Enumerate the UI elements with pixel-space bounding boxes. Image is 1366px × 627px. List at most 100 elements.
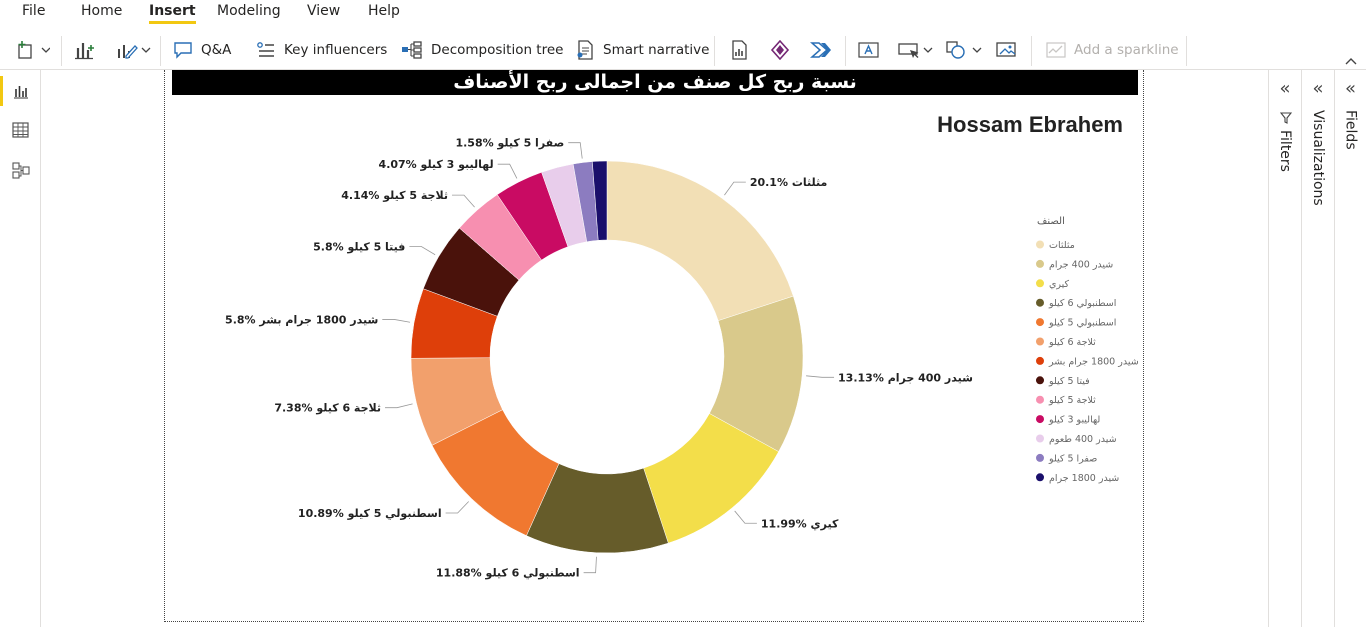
key-influencers-button[interactable]: Key influencers (256, 37, 387, 63)
report-view-icon (13, 86, 28, 99)
legend-swatch (1036, 415, 1044, 424)
shapes-dropdown[interactable] (945, 37, 985, 63)
qa-button[interactable]: Q&A (173, 37, 231, 63)
filter-icon (1280, 112, 1292, 124)
buttons-dropdown[interactable] (898, 37, 936, 63)
button-icon (898, 43, 933, 58)
menu-insert[interactable]: Insert (149, 2, 196, 24)
legend-item[interactable]: شيدر 400 طعوم (1049, 434, 1117, 445)
image-button[interactable] (996, 37, 1018, 63)
legend-swatch (1036, 279, 1044, 288)
menu-help[interactable]: Help (368, 3, 400, 19)
legend-item[interactable]: فيتا 5 كيلو (1048, 376, 1090, 387)
legend-item[interactable]: اسطنبولي 5 كيلو (1048, 318, 1116, 329)
slice-leader-line (445, 501, 469, 514)
legend-item[interactable]: اسطنبولي 6 كيلو (1048, 298, 1116, 309)
slice-leader-line (385, 403, 413, 409)
slice-data-label: 5.8% فيتا 5 كيلو (313, 241, 405, 254)
legend-item[interactable]: كيري (1049, 279, 1070, 290)
legend-swatch (1036, 453, 1044, 462)
slice-data-label: 13.13% شيدر 400 جرام (838, 371, 973, 384)
donut-slice[interactable] (606, 160, 794, 321)
legend-item[interactable]: شيدر 400 جرام (1049, 259, 1113, 270)
text-box-button[interactable] (858, 37, 880, 63)
legend-item[interactable]: صفرا 5 كيلو (1048, 453, 1097, 464)
fields-pane: « Fields (1334, 70, 1366, 627)
key-influencers-icon (257, 42, 274, 57)
slice-leader-line (409, 246, 436, 256)
bar-chart-icon (75, 43, 94, 60)
report-canvas: نسبة ربح كل صنف من اجمالى ربح الأصناف Ho… (42, 70, 1268, 627)
more-visuals-button[interactable] (116, 37, 156, 63)
smart-narrative-button[interactable]: Smart narrative (575, 37, 709, 63)
decomposition-tree-icon (402, 41, 422, 59)
key-influencers-label: Key influencers (284, 42, 388, 58)
fields-label[interactable]: Fields (1342, 110, 1359, 150)
menu-file[interactable]: File (22, 3, 46, 19)
slice-data-label: 10.89% اسطنبولي 5 كيلو (298, 507, 442, 520)
legend-swatch (1036, 395, 1044, 404)
menu-view[interactable]: View (307, 3, 341, 19)
slice-data-label: 4.07% لهاليبو 3 كيلو (379, 158, 494, 171)
visualizations-collapse-icon[interactable]: « (1312, 78, 1324, 99)
new-visual-button[interactable] (74, 37, 98, 63)
text-box-icon (858, 42, 879, 58)
power-automate-icon (810, 42, 831, 58)
legend-item[interactable]: لهاليبو 3 كيلو (1048, 415, 1100, 426)
new-page-button[interactable] (16, 37, 50, 63)
sparkline-icon (1046, 42, 1066, 58)
visualizations-pane: « Visualizations (1301, 70, 1334, 627)
decomposition-tree-button[interactable]: Decomposition tree (401, 37, 563, 63)
chat-bubble-icon (174, 42, 192, 59)
filters-collapse-icon[interactable]: « (1279, 78, 1291, 99)
power-apps-button[interactable] (770, 37, 790, 63)
legend-item[interactable]: مثلثات (1049, 240, 1075, 251)
report-view-button[interactable] (0, 72, 41, 110)
legend-item[interactable]: ثلاجة 6 كيلو (1048, 337, 1096, 348)
legend-swatch (1036, 356, 1044, 365)
decomposition-tree-label: Decomposition tree (431, 42, 564, 58)
paginated-report-button[interactable] (729, 37, 749, 63)
power-apps-icon (770, 40, 790, 60)
new-page-icon (18, 41, 50, 59)
collapse-ribbon-icon[interactable] (1344, 57, 1358, 67)
power-automate-button[interactable] (810, 37, 832, 63)
image-icon (996, 42, 1016, 57)
donut-chart: 20.1% مثلثات 13.13% شيدر 400 جرام 11.99% ك… (225, 137, 1139, 580)
legend-item[interactable]: شيدر 1800 جرام بشر (1048, 356, 1139, 367)
model-view-icon (11, 162, 30, 179)
menu-modeling[interactable]: Modeling (217, 3, 281, 19)
slice-leader-line (734, 510, 757, 524)
edit-visual-icon (118, 45, 151, 59)
fields-collapse-icon[interactable]: « (1344, 78, 1356, 99)
filters-label[interactable]: Filters (1277, 130, 1293, 172)
slice-leader-line (568, 142, 583, 159)
visual-title: نسبة ربح كل صنف من اجمالى ربح الأصناف (172, 70, 1138, 95)
slice-data-label: 11.99% كيري (761, 517, 839, 530)
legend-item[interactable]: ثلاجة 5 كيلو (1048, 395, 1096, 406)
legend-title: الصنف (1037, 216, 1065, 227)
slice-data-label: 20.1% مثلثات (750, 176, 827, 189)
smart-narrative-icon (577, 40, 593, 60)
qa-label: Q&A (201, 42, 232, 58)
legend-swatch (1036, 376, 1044, 385)
filters-pane: « Filters (1268, 70, 1301, 627)
smart-narrative-label: Smart narrative (603, 42, 710, 58)
menu-home[interactable]: Home (81, 3, 123, 19)
slice-leader-line (806, 375, 835, 378)
paginated-report-icon (732, 40, 747, 60)
slice-leader-line (382, 319, 411, 323)
legend-item[interactable]: شيدر 1800 جرام (1049, 473, 1119, 484)
menu-bar: File Home Insert Modeling View Help (0, 0, 1366, 28)
legend-swatch (1036, 259, 1044, 268)
donut-chart-visual[interactable]: نسبة ربح كل صنف من اجمالى ربح الأصناف Ho… (164, 70, 1144, 622)
slice-data-label: 11.88% اسطنبولي 6 كيلو (436, 567, 580, 580)
add-sparkline-button[interactable]: Add a sparkline (1046, 37, 1179, 63)
donut-slice[interactable] (592, 160, 608, 241)
data-view-button[interactable] (0, 111, 41, 149)
sparkline-label: Add a sparkline (1074, 42, 1179, 58)
model-view-button[interactable] (0, 151, 41, 189)
visualizations-label[interactable]: Visualizations (1310, 110, 1326, 206)
slice-leader-line (583, 556, 597, 574)
slice-leader-line (451, 194, 475, 208)
